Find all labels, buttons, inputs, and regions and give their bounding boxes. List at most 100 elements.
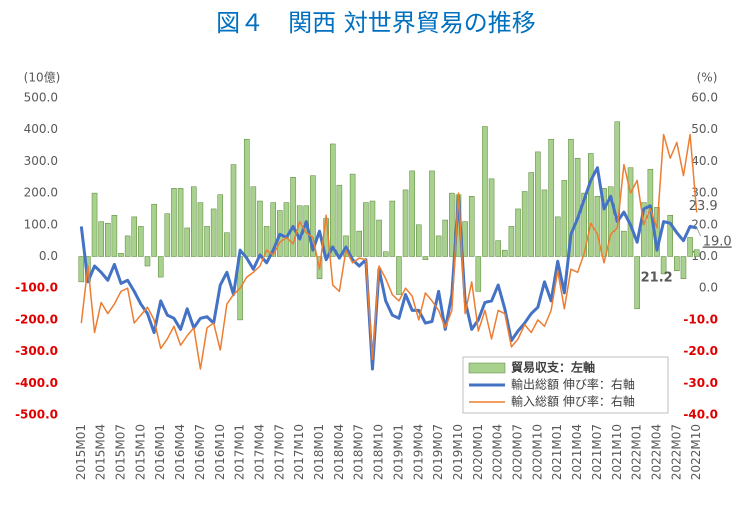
x-tick-label: 2021M07: [590, 424, 604, 480]
bar: [329, 143, 336, 257]
bar: [614, 121, 621, 257]
bar: [310, 175, 316, 257]
x-tick-label: 2017M01: [233, 424, 247, 480]
bar: [243, 138, 250, 257]
bar: [171, 188, 177, 257]
x-tick-label: 2019M10: [451, 424, 465, 480]
bar: [336, 184, 343, 257]
x-tick-label: 2015M07: [114, 424, 128, 480]
x-tick-label: 2022M04: [649, 424, 663, 480]
bar: [151, 203, 157, 257]
bar: [435, 235, 442, 257]
bar: [667, 215, 673, 257]
x-tick-label: 2021M01: [550, 424, 564, 480]
y2-tick-label: 30.0: [691, 186, 718, 200]
x-tick-label: 2016M04: [173, 424, 187, 480]
bar: [138, 226, 144, 257]
x-tick-label: 2017M04: [252, 424, 266, 480]
x-tick-label: 2019M07: [431, 424, 445, 480]
bar: [674, 256, 680, 272]
bar: [283, 202, 290, 257]
bar: [376, 219, 382, 257]
x-tick-label: 2018M07: [352, 424, 366, 480]
bar: [568, 138, 574, 257]
x-tick-label: 2015M01: [74, 424, 88, 480]
x-tick-label: 2022M01: [630, 424, 644, 480]
y2-tick-label: -30.0: [683, 376, 718, 390]
y2-tick-label: 50.0: [691, 122, 718, 136]
bar: [263, 226, 270, 257]
bar: [230, 164, 237, 257]
x-tick-label: 2018M10: [372, 424, 386, 480]
x-tick-label: 2020M01: [471, 424, 485, 480]
x-tick-label: 2021M10: [610, 424, 624, 480]
x-tick-label: 2017M10: [292, 424, 306, 480]
bar: [640, 202, 647, 257]
data-label: 21.2: [641, 270, 673, 285]
bar: [594, 196, 601, 257]
bar: [429, 170, 435, 257]
y2-tick-label: 40.0: [691, 154, 718, 168]
y2-tick-label: 20.0: [691, 217, 718, 231]
bar: [541, 189, 548, 257]
bar: [78, 256, 85, 283]
x-tick-label: 2016M10: [213, 424, 227, 480]
y-tick-label: -300.0: [15, 344, 58, 358]
x-tick-label: 2015M10: [133, 424, 147, 480]
x-tick-label: 2018M01: [312, 424, 326, 480]
y-tick-label: -500.0: [15, 408, 58, 422]
legend-label: 輸出総額 伸び率：右軸: [511, 377, 635, 392]
bar: [488, 178, 495, 257]
bar: [422, 256, 429, 260]
y2-tick-label: -10.0: [683, 312, 718, 326]
x-tick-label: 2021M04: [570, 424, 584, 480]
y-tick-label: 200.0: [24, 186, 58, 200]
x-tick-label: 2016M07: [193, 424, 207, 480]
line: [79, 166, 698, 371]
bar: [270, 202, 276, 257]
bar: [561, 180, 568, 257]
bar: [118, 253, 124, 257]
x-tick-label: 2019M01: [391, 424, 405, 480]
y-tick-label: 300.0: [24, 154, 58, 168]
x-tick-label: 2022M10: [689, 424, 703, 480]
bar: [442, 219, 449, 257]
bar: [164, 213, 171, 257]
x-tick-label: 2018M04: [332, 424, 346, 480]
y-tick-label: -200.0: [15, 312, 58, 326]
bar: [197, 202, 204, 257]
bar: [217, 194, 224, 257]
bar: [588, 153, 594, 257]
legend-label: 貿易収支：左軸: [511, 360, 595, 375]
x-tick-label: 2022M07: [669, 424, 683, 480]
bar: [601, 188, 607, 257]
x-tick-label: 2020M04: [491, 424, 505, 480]
bar: [535, 151, 541, 257]
data-label: 19.0: [703, 234, 732, 249]
bar: [574, 157, 581, 257]
bar: [131, 216, 138, 257]
bar: [290, 177, 296, 257]
bar: [687, 237, 693, 257]
y-tick-label: 100.0: [24, 217, 58, 231]
bar: [91, 192, 98, 257]
bar: [548, 138, 554, 257]
bar: [449, 192, 455, 257]
bar: [660, 256, 667, 275]
bar: [105, 222, 111, 257]
bar: [634, 256, 640, 310]
y2-axis-unit: (%): [697, 71, 718, 85]
bar: [210, 208, 217, 257]
x-tick-label: 2017M07: [272, 424, 286, 480]
bar: [204, 226, 210, 257]
bar: [521, 191, 528, 257]
bar: [349, 173, 356, 257]
bar: [250, 186, 257, 257]
bar: [191, 186, 197, 257]
y-tick-label: -400.0: [15, 376, 58, 390]
bar: [475, 256, 482, 292]
x-tick-label: 2020M07: [511, 424, 525, 480]
bar: [157, 256, 164, 278]
bar: [581, 192, 587, 257]
